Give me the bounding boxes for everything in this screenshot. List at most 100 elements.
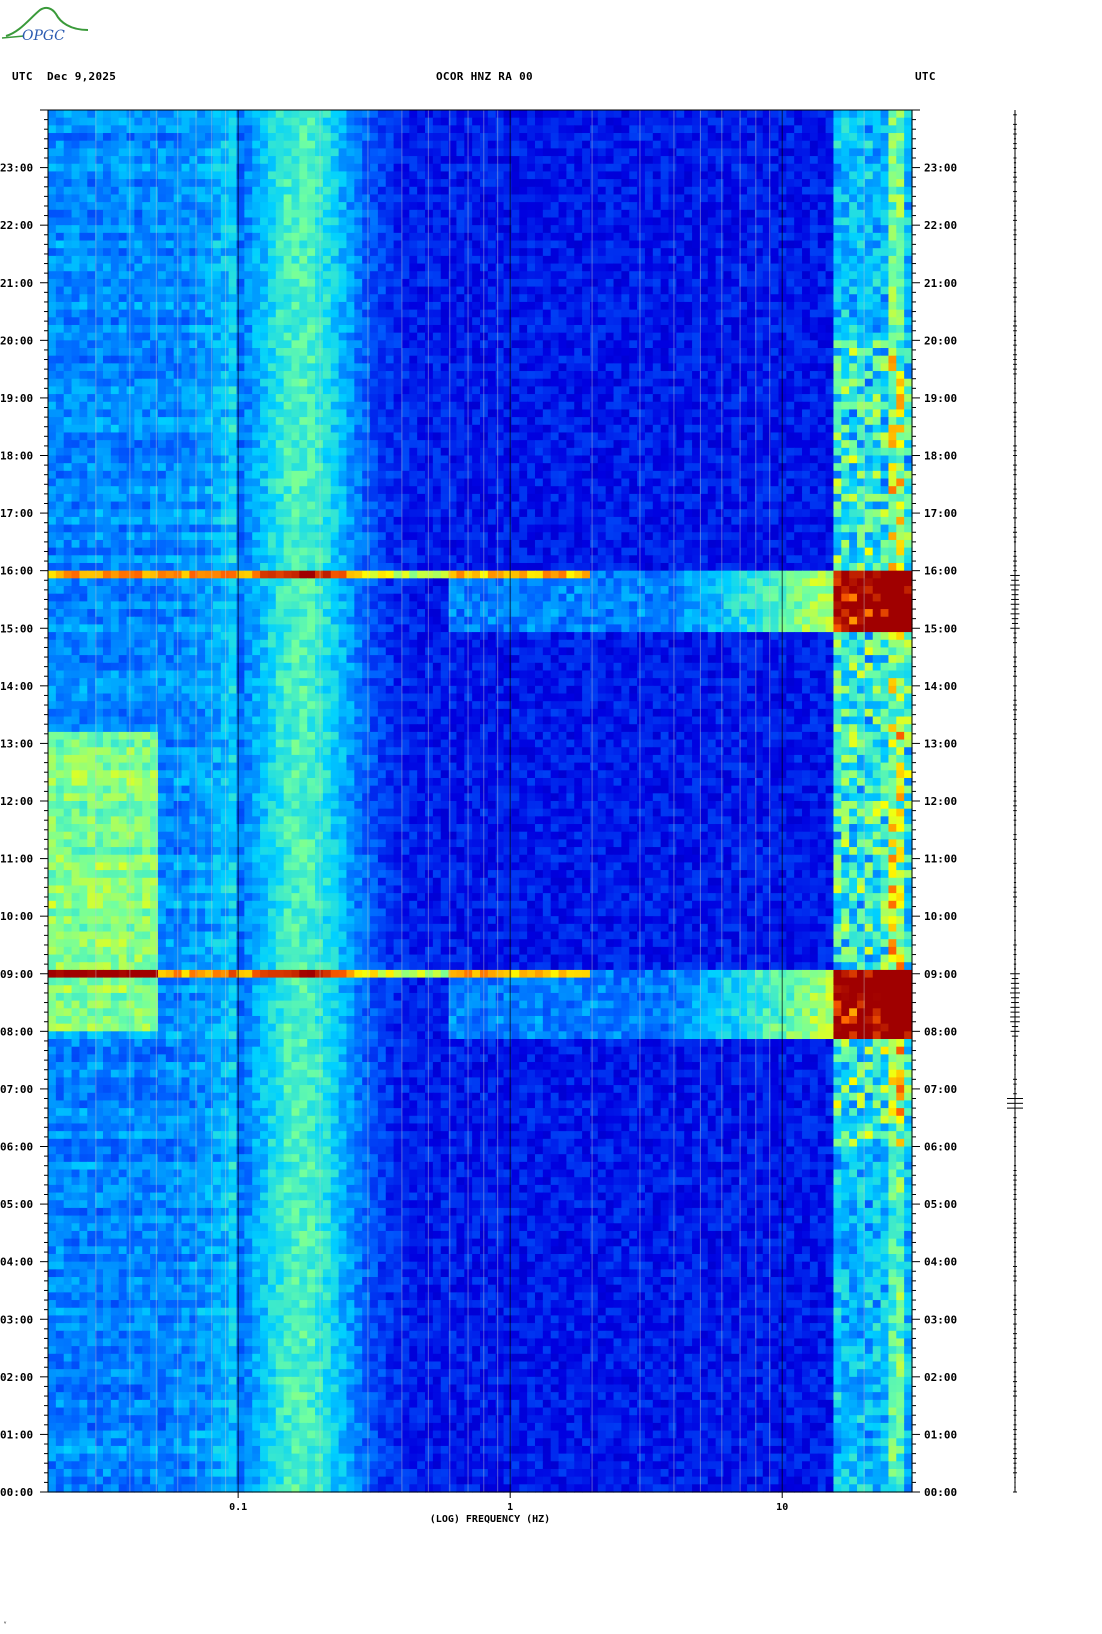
heatmap-cell — [904, 424, 913, 434]
heatmap-cell — [440, 332, 450, 341]
heatmap-cell — [542, 286, 552, 295]
heatmap-cell — [205, 202, 214, 211]
heatmap-cell — [142, 447, 151, 457]
heatmap-cell — [197, 255, 206, 265]
heatmap-cell — [644, 271, 654, 280]
heatmap-cell — [762, 110, 772, 119]
heatmap-cell — [487, 148, 497, 157]
heatmap-cell — [503, 117, 513, 126]
heatmap-cell — [150, 202, 159, 211]
heatmap-cell — [456, 363, 465, 372]
heatmap-cell — [228, 355, 238, 364]
heatmap-cell — [299, 355, 308, 364]
heatmap-cell — [480, 447, 489, 457]
heatmap-cell — [487, 371, 497, 380]
heatmap-cell — [165, 294, 175, 303]
heatmap-cell — [181, 240, 190, 249]
heatmap-cell — [354, 440, 363, 449]
heatmap-cell — [637, 179, 646, 188]
heatmap-cell — [880, 447, 890, 457]
heatmap-cell — [189, 232, 198, 242]
heatmap-cell — [849, 232, 858, 242]
heatmap-cell — [299, 248, 308, 257]
heatmap-cell — [566, 332, 575, 341]
heatmap-cell — [346, 394, 355, 403]
heatmap-cell — [613, 432, 622, 441]
heatmap-cell — [676, 163, 685, 173]
heatmap-cell — [260, 332, 269, 341]
heatmap-cell — [519, 140, 528, 149]
heatmap-cell — [566, 133, 575, 142]
heatmap-cell — [762, 378, 772, 387]
heatmap-cell — [809, 133, 819, 142]
heatmap-cell — [637, 340, 646, 349]
heatmap-cell — [267, 317, 277, 326]
heatmap-cell — [299, 394, 308, 403]
heatmap-cell — [880, 324, 890, 334]
heatmap-cell — [802, 255, 811, 265]
heatmap-cell — [715, 171, 725, 180]
heatmap-cell — [330, 286, 340, 295]
heatmap-cell — [377, 156, 387, 165]
heatmap-cell — [872, 432, 882, 441]
heatmap-cell — [849, 110, 858, 119]
heatmap-cell — [157, 278, 167, 288]
heatmap-cell — [126, 125, 135, 134]
heatmap-cell — [904, 232, 913, 242]
heatmap-cell — [291, 140, 300, 149]
heatmap-cell — [409, 232, 418, 242]
heatmap-cell — [299, 432, 308, 441]
heatmap-cell — [487, 171, 497, 180]
heatmap-cell — [762, 179, 772, 188]
heatmap-cell — [267, 125, 277, 134]
heatmap-cell — [692, 432, 701, 441]
heatmap-cell — [150, 232, 159, 242]
heatmap-cell — [252, 340, 261, 349]
heatmap-cell — [534, 179, 544, 188]
heatmap-cell — [330, 117, 340, 126]
heatmap-cell — [315, 324, 324, 334]
heatmap-cell — [267, 386, 277, 395]
heatmap-cell — [731, 194, 740, 203]
heatmap-cell — [542, 186, 552, 196]
heatmap-cell — [715, 424, 725, 434]
heatmap-cell — [236, 440, 245, 449]
heatmap-cell — [699, 179, 709, 188]
heatmap-cell — [291, 332, 300, 341]
heatmap-cell — [409, 140, 418, 149]
heatmap-cell — [833, 401, 842, 411]
heatmap-cell — [652, 371, 662, 380]
heatmap-cell — [652, 440, 662, 449]
heatmap-cell — [511, 163, 520, 173]
heatmap-cell — [150, 455, 159, 464]
heatmap-cell — [503, 424, 513, 434]
heatmap-cell — [786, 263, 795, 272]
heatmap-cell — [189, 455, 198, 464]
heatmap-cell — [786, 440, 795, 449]
heatmap-cell — [205, 286, 214, 295]
heatmap-cell — [519, 301, 528, 311]
heatmap-cell — [542, 209, 552, 219]
heatmap-cell — [432, 286, 442, 295]
heatmap-cell — [637, 263, 646, 272]
heatmap-cell — [637, 417, 646, 426]
heatmap-cell — [307, 186, 316, 196]
heatmap-cell — [739, 371, 748, 380]
heatmap-cell — [534, 417, 544, 426]
heatmap-cell — [519, 217, 528, 226]
heatmap-cell — [809, 363, 819, 372]
heatmap-cell — [142, 148, 151, 157]
heatmap-cell — [432, 417, 442, 426]
heatmap-cell — [754, 217, 764, 226]
heatmap-cell — [63, 440, 73, 449]
heatmap-cell — [534, 286, 544, 295]
heatmap-cell — [888, 179, 897, 188]
heatmap-cell — [802, 401, 811, 411]
heatmap-cell — [275, 332, 285, 341]
heatmap-cell — [487, 309, 497, 318]
heatmap-cell — [597, 409, 607, 418]
heatmap-cell — [236, 294, 245, 303]
heatmap-cell — [880, 171, 890, 180]
heatmap-cell — [393, 148, 403, 157]
heatmap-cell — [849, 209, 858, 219]
